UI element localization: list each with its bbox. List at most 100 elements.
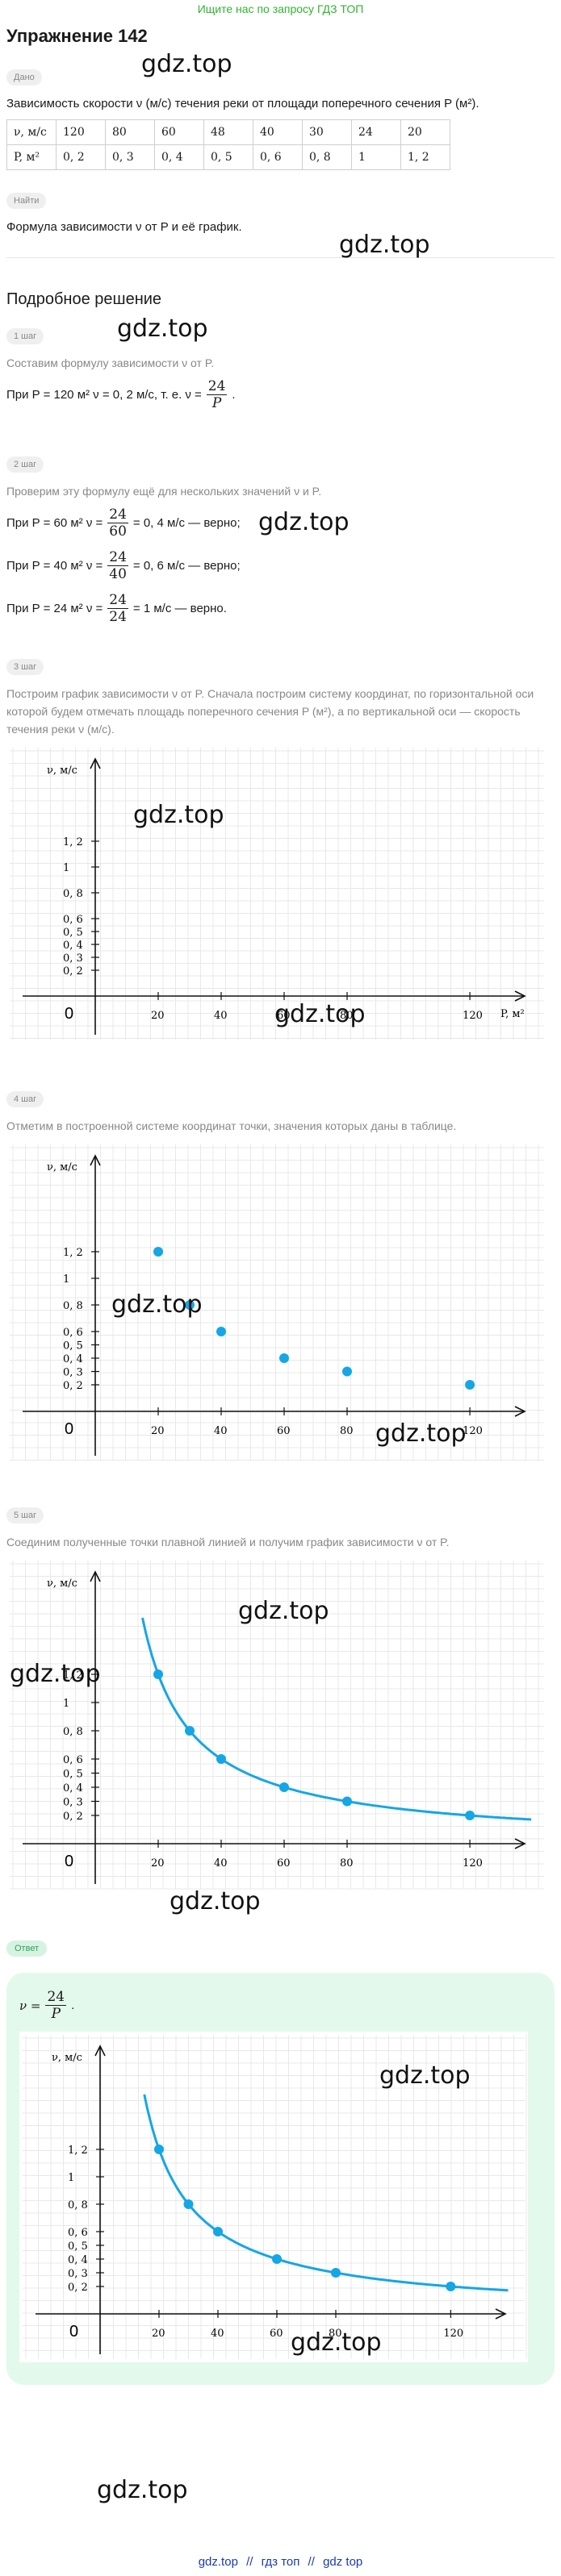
table-cell: 0, 6 (253, 144, 303, 170)
origin-label: 0 (69, 2323, 78, 2340)
y-tick-label: 0, 3 (63, 1797, 83, 1809)
watermark: gdz.top (339, 231, 430, 259)
x-tick-label: 60 (270, 2328, 283, 2340)
x-tick-label: 120 (463, 1425, 483, 1437)
y-tick-label: 0, 3 (63, 1367, 83, 1379)
table-cell: 0, 5 (203, 144, 253, 170)
watermark: gdz.top (170, 1887, 261, 1915)
y-tick-label: 0, 5 (63, 927, 83, 939)
x-tick-label: 120 (443, 2328, 463, 2340)
y-tick-label: 1, 2 (63, 836, 83, 848)
x-tick-label: 60 (277, 1010, 291, 1022)
y-tick-label: 1, 2 (68, 2145, 88, 2157)
x-tick-label: 80 (329, 2328, 342, 2340)
data-point (446, 2282, 456, 2291)
origin-label: 0 (65, 1005, 73, 1023)
y-tick-label: 0, 6 (68, 2227, 88, 2239)
step3-intro: Построим график зависимости ν от P. Снач… (6, 687, 534, 736)
watermark: gdz.top (10, 1660, 101, 1688)
answer-graph: ν, м/с 0 20 40 60 80 120 0, 2 0, 3 0, 40, 50, 6 0,… (19, 2032, 528, 2362)
y-tick-label: 0, 8 (63, 888, 83, 900)
step1-intro: Составим формулу зависимости ν от P. (6, 356, 215, 369)
answer-box: ν = 24 P . ν, м/с 0 20 40 60 80 120 0, 2 0, 3 0, … (6, 1973, 555, 2385)
x-axis-arrow (514, 1406, 526, 1417)
fraction-numerator: 24 (107, 592, 128, 609)
check-pre: При P = 24 м² ν = (6, 602, 103, 615)
data-point (342, 1366, 352, 1377)
table-cell: 0, 8 (302, 144, 352, 170)
y-tick-label: 0, 6 (63, 914, 83, 926)
step2-check-1: При P = 60 м² ν = 24 60 = 0, 4 м/с — вер… (6, 506, 555, 540)
step1-line-a: При P = 120 м² ν = 0, 2 м/с, т. е. (6, 388, 182, 402)
given-pill: Дано (6, 69, 42, 85)
y-tick-label: 0, 3 (68, 2268, 88, 2280)
y-axis-arrow (90, 757, 101, 769)
chart-grid (10, 748, 544, 1040)
origin-label: 0 (65, 1853, 73, 1870)
step2-intro: Проверим эту формулу ещё для нескольких … (6, 485, 322, 498)
chart-grid (10, 1144, 544, 1461)
table-cell: 0, 4 (154, 144, 204, 170)
x-tick-label: 80 (340, 1010, 354, 1022)
step2-pill: 2 шаг (6, 456, 44, 473)
data-point (154, 2145, 164, 2154)
y-tick-label: 0, 5 (68, 2240, 88, 2253)
step1-fraction: 24 P (206, 378, 228, 411)
x-tick-label: 60 (277, 1425, 291, 1437)
x-tick-label: 40 (214, 1010, 228, 1022)
data-point (465, 1380, 475, 1390)
x-tick-label: 40 (214, 1857, 228, 1869)
table-row: ν, м/с 120 80 60 48 40 30 24 20 (6, 119, 450, 145)
footer-sep: // (308, 2555, 315, 2569)
y-tick-label: 1, 2 (63, 1669, 83, 1682)
y-tick-label: 0, 4 (68, 2254, 88, 2266)
x-tick-label: 20 (151, 1857, 165, 1869)
answer-pill: Ответ (6, 1940, 48, 1957)
fraction-numerator: 24 (107, 506, 128, 523)
x-tick-label: 20 (151, 1010, 165, 1022)
y-tick-label: 1 (63, 1698, 69, 1710)
watermark: gdz.top (97, 2476, 188, 2504)
step3-pill: 3 шаг (6, 659, 44, 675)
watermark: gdz.top (258, 508, 350, 536)
x-tick-label: 40 (214, 1425, 228, 1437)
data-point (272, 2254, 282, 2264)
y-tick-label: 0, 4 (63, 940, 83, 952)
data-table: ν, м/с 120 80 60 48 40 30 24 20 P, м² 0,… (6, 119, 450, 170)
check-pre: При P = 40 м² ν = (6, 559, 103, 573)
fraction-denominator: P (211, 395, 222, 411)
chart-grid (23, 2035, 527, 2359)
fraction-numerator: 24 (107, 549, 128, 566)
table-cell: 48 (203, 119, 253, 145)
y-tick-label: 0, 8 (63, 1300, 83, 1312)
data-point (185, 1300, 195, 1310)
data-point (216, 1754, 226, 1764)
divider (6, 257, 555, 258)
chart-grid (10, 1561, 544, 1890)
data-point (213, 2227, 223, 2236)
answer-formula: ν = 24 P . (19, 1989, 542, 2022)
top-banner[interactable]: Ищите нас по запросу ГДЗ ТОП (197, 2, 364, 15)
watermark: gdz.top (238, 1597, 329, 1625)
footer-link[interactable]: gdz top (323, 2555, 363, 2569)
y-tick-label: 0, 8 (63, 1726, 83, 1738)
fraction-denominator: P (51, 2006, 61, 2022)
y-tick-label: 0, 8 (68, 2199, 88, 2211)
step4-pill: 4 шаг (6, 1091, 44, 1107)
check-fraction: 24 24 (107, 592, 128, 625)
given-text: Зависимость скорости ν (м/с) течения рек… (6, 97, 479, 110)
data-point (331, 2268, 341, 2278)
step1-pill: 1 шаг (6, 328, 44, 344)
x-tick-label: 120 (463, 1857, 483, 1869)
data-point (153, 1669, 163, 1679)
y-tick-label: 0, 3 (63, 952, 83, 965)
solution-title: Подробное решение (6, 290, 162, 308)
footer-link[interactable]: gdz.top (198, 2555, 238, 2569)
step1-end: . (232, 388, 236, 402)
y-axis-arrow (90, 1570, 101, 1582)
fraction-denominator: 60 (109, 523, 127, 540)
footer-link[interactable]: гдз топ (261, 2555, 300, 2569)
y-tick-label: 0, 4 (63, 1782, 83, 1794)
data-point (183, 2199, 194, 2209)
table-cell: 0, 2 (56, 144, 106, 170)
